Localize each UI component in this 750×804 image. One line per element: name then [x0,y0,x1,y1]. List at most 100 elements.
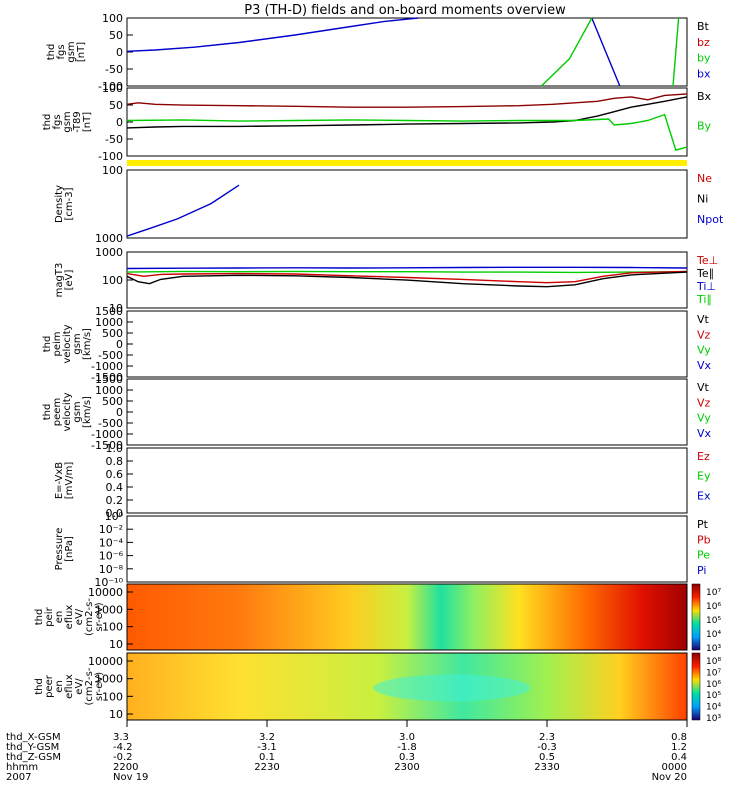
y-tick-label: 50 [109,99,123,112]
x-row-label: hhmm [6,762,38,773]
legend-Vx: Vx [697,359,712,372]
y-axis-label-line: magT3 [54,263,65,298]
spectrogram-peir_flux [127,584,687,650]
panels: 100500-50-100thdfgsgsm[nT]Btbzbybx100500… [34,12,724,724]
legend-Pe: Pe [697,549,710,562]
y-tick-label: -500 [98,349,123,362]
legend-Vz: Vz [697,396,711,409]
x-row-value: 0.1 [259,752,275,763]
y-tick-label: -1500 [91,371,123,384]
y-axis-label-line: [nPa] [64,536,75,562]
panel-fgs_gsm: 100 50 0 -50 -100 thdfgsgsm[nT] Bt bz by bx [46,12,711,93]
x-row-value: 3.2 [259,732,275,743]
legend-Ti⊥: Ti⊥ [696,280,716,293]
series-line-bx-drop [591,17,621,87]
y-axis-label-line: eV/ [74,678,85,695]
y-axis-label: thdfgsgsm[nT] [46,41,87,62]
legend-Te⊥: Te⊥ [696,254,718,267]
x-row-value: Nov 20 [652,772,687,783]
y-axis-label-line: Density [54,185,65,223]
legend-Vt: Vt [697,381,710,394]
colorbar-tick: 10⁶ [706,680,721,690]
legend-Ex: Ex [697,489,711,502]
y-axis-label: Pressure[nPa] [54,528,75,571]
panel-fgs_gse: 100 50 0 -50 -100 thdfgsgsm-T89[nT] Bx By [42,82,712,166]
legend-bz: bz [697,36,710,49]
y-tick-label: -100 [98,80,123,93]
colorbar-tick: 10⁶ [706,602,721,612]
y-tick-label: -1500 [91,439,123,452]
y-axis-label-line: [nT] [82,112,93,132]
y-axis-label: thdpeimvelocitygsm[km/s] [42,324,93,363]
panel-frame [126,515,688,583]
colorbar-tick: 10⁵ [706,616,721,626]
series-line-Te⊥ [126,270,688,284]
y-axis-label-line: (cm2-s- [84,667,95,705]
y-axis-label-line: peim [52,331,63,356]
x-row-label: thd_X-GSM [6,732,61,743]
y-axis-label-line: eflux [64,674,75,699]
legend-Vx: Vx [697,427,712,440]
y-axis-label: thdpeemvelocitygsm[km/s] [42,392,93,431]
y-tick-label: 0 [116,46,123,59]
y-tick-label: 10⁻⁴ [99,536,124,549]
panel-peem_velocity: 150010005000-500-1000-1500thdpeemvelocit… [42,373,712,452]
y-axis-label-line: peer [44,674,55,698]
y-axis-label-line: thd [42,336,53,353]
series-line-Bx [126,96,688,129]
x-row-value: -0.3 [537,742,557,753]
series-line-Ti⊥ [126,266,688,270]
y-axis-label-line: thd [34,609,45,626]
legend-Vy: Vy [697,412,711,425]
y-axis-label-line: -T89 [72,111,83,133]
y-axis-label-line: sr-eV) [94,672,105,701]
legend-Vt: Vt [697,313,710,326]
series-line-Ti∥ [126,270,688,274]
y-axis-label-line: thd [34,678,45,695]
y-tick-label: 0.0 [106,507,124,520]
y-tick-label: 100 [102,690,123,703]
y-tick-label: 0.4 [106,481,124,494]
legend-Ti∥: Ti∥ [696,293,712,306]
x-row-value: -1.8 [397,742,417,753]
y-tick-label: 10⁻⁶ [99,550,124,563]
y-tick-label: 0.8 [106,455,124,468]
y-axis-label-line: en [54,680,65,693]
y-tick-label: -500 [98,417,123,430]
x-row-value: 3.0 [399,732,415,743]
y-tick-label: 100 [102,12,123,25]
panel-frame [126,87,688,157]
legend-Bx: Bx [697,90,712,103]
y-axis-label: thdpeirenefluxeV/(cm2-s-sr-eV) [34,598,105,636]
series-line-Bx(red) [126,93,688,108]
y-tick-label: 10⁰ [105,510,124,523]
x-row-value: -0.2 [113,752,133,763]
x-row-value: 0.8 [671,732,687,743]
y-axis-label-line: gsm [72,401,83,422]
y-axis-label-line: [nT] [76,42,87,62]
y-tick-label: -100 [98,150,123,163]
colorbar-tick: 10⁴ [706,703,721,713]
y-tick-label: 10⁻¹⁰ [94,576,123,589]
y-tick-label: -1000 [91,360,123,373]
legend-Ez: Ez [697,450,710,463]
series-line-Te∥ [126,271,688,288]
legend-Ey: Ey [697,470,711,483]
data-flag-bar [127,160,687,166]
y-tick-label: 0.2 [106,494,124,507]
legend-Pi: Pi [697,564,706,577]
x-row-value: -3.1 [257,742,277,753]
legend-Pb: Pb [697,533,711,546]
x-row-value: 2.3 [539,732,555,743]
y-tick-label: 10 [109,708,123,721]
y-axis-label-line: fgs [52,114,63,129]
y-axis-label-line: velocity [62,324,73,363]
y-axis-label-line: [cm-3] [64,187,75,220]
y-axis-label-line: fgs [56,44,67,59]
y-tick-label: 0 [116,338,123,351]
y-tick-label: 10⁻⁸ [99,563,124,576]
y-tick-label: 10000 [88,586,123,599]
x-row-value: 2300 [394,762,419,773]
y-axis-label-line: thd [46,44,57,61]
